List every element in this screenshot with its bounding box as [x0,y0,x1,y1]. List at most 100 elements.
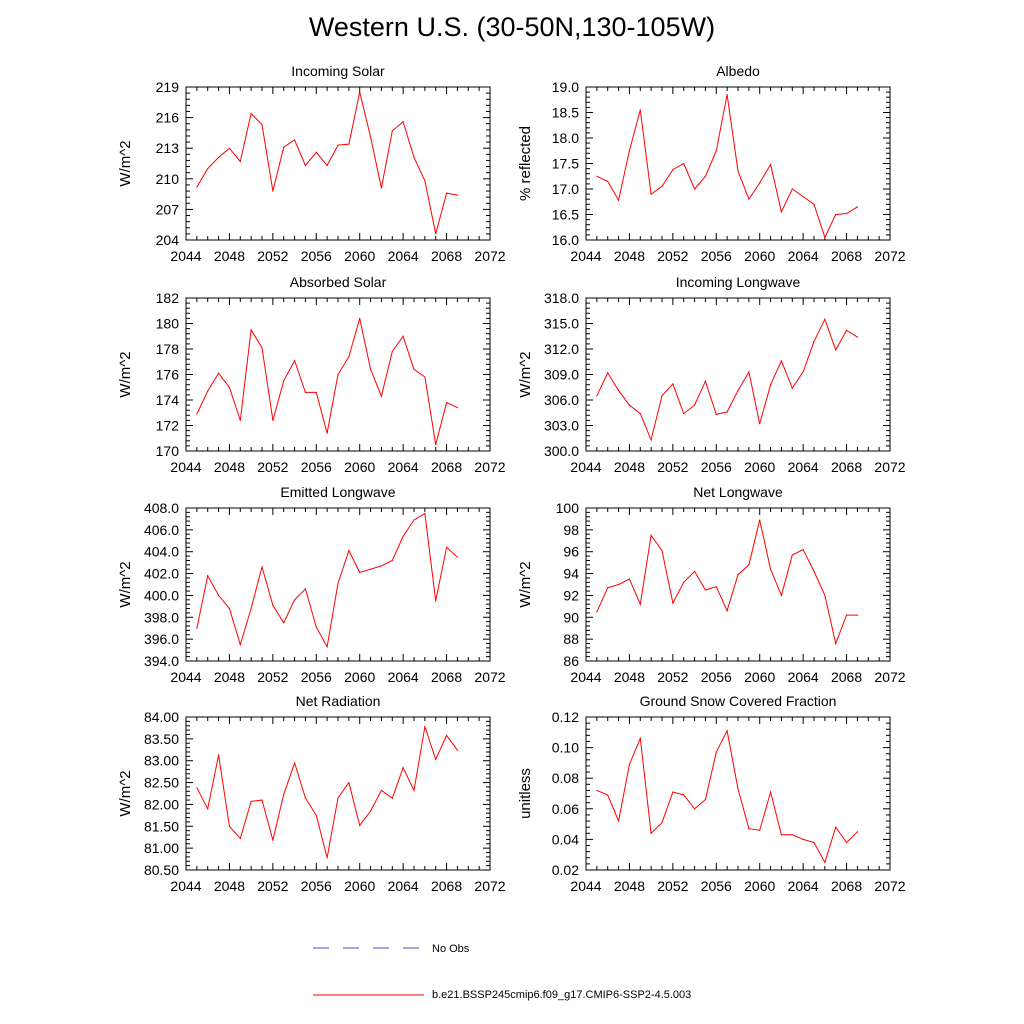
data-point [661,821,663,824]
x-tick-label: 2052 [657,669,688,685]
data-point [337,797,339,799]
plot-frame [585,716,891,871]
data-point [239,837,241,840]
x-tick-label: 2064 [388,669,419,685]
x-tick-label: 2060 [744,878,775,894]
data-point [759,829,761,831]
data-point [445,546,448,548]
y-tick-label: 309.0 [544,367,579,383]
y-tick-label: 398.0 [144,609,179,625]
x-tick-label: 2064 [788,878,819,894]
data-point [326,432,328,434]
y-tick-label: 0.10 [552,740,579,756]
data-point [217,372,220,374]
data-point [726,610,728,612]
y-tick-label: 180 [156,316,180,332]
series-line [196,726,458,858]
x-tick-label: 2056 [301,878,332,894]
data-point [380,395,383,397]
x-tick-label: 2072 [874,669,905,685]
x-tick-label: 2056 [701,459,732,475]
data-point [239,419,241,421]
data-point [315,814,317,816]
y-tick-label: 300.0 [544,443,579,459]
x-tick-label: 2056 [701,669,732,685]
data-point [650,832,652,834]
y-tick-label: 408.0 [144,500,179,516]
y-tick-label: 17.0 [552,181,579,197]
data-point [704,799,707,801]
data-point [445,734,448,736]
data-point [424,376,426,378]
data-point [380,789,383,792]
data-point [737,170,739,172]
data-point [824,861,826,863]
data-point [391,797,393,799]
data-point [250,607,252,610]
data-point [813,203,815,205]
x-tick-label: 2068 [431,459,462,475]
data-point [791,834,793,836]
data-point [650,534,652,536]
x-tick-label: 2044 [170,878,201,894]
data-point [856,336,859,338]
data-point [607,180,609,182]
x-tick-label: 2044 [170,669,201,685]
data-point [726,730,728,732]
x-tick-label: 2072 [874,248,905,264]
data-point [261,799,263,801]
y-tick-label: 204 [156,232,180,248]
data-point [769,791,772,793]
series-line [196,318,458,445]
x-tick-label: 2048 [214,248,245,264]
data-point [661,550,663,552]
y-tick-label: 219 [156,79,180,95]
data-point [293,359,296,362]
y-tick-label: 396.0 [144,631,179,647]
data-point [207,390,209,392]
y-tick-label: 16.5 [552,207,579,223]
plot-frame [185,86,491,241]
y-axis-label: W/m^2 [517,561,534,607]
data-point [261,124,263,126]
data-point [759,182,761,184]
data-point [769,163,772,166]
data-point [359,317,361,319]
data-point [456,556,459,558]
data-point [456,194,459,196]
data-point [304,164,307,167]
data-point [283,793,285,795]
data-point [715,751,717,753]
data-point [391,559,393,562]
data-point [726,411,728,413]
data-point [802,838,804,841]
y-tick-label: 318.0 [544,290,579,306]
series-line [596,318,858,442]
panel-albedo: 16.0 16.5 17.0 17.5 18.0 18.5 19.0 2044 2048 2052… [517,63,906,264]
x-tick-label: 2048 [614,878,645,894]
y-tick-label: 216 [156,110,180,126]
y-tick-label: 178 [156,341,180,357]
data-point [359,571,361,574]
data-point [391,350,393,353]
data-point [639,109,641,111]
y-tick-label: 207 [156,201,180,217]
data-point [639,413,641,415]
data-point [845,212,848,215]
data-point [596,395,598,397]
data-point [813,841,815,844]
data-point [737,788,739,790]
data-point [315,391,317,393]
data-point [435,758,437,761]
y-tick-label: 96 [563,544,579,560]
data-point [639,603,641,605]
data-point [737,574,739,576]
data-point [683,162,685,165]
y-tick-label: 402.0 [144,566,179,582]
data-point [802,548,804,551]
data-point [596,175,598,177]
data-point [413,789,415,792]
y-axis-label: W/m^2 [117,561,134,607]
data-point [272,839,274,841]
